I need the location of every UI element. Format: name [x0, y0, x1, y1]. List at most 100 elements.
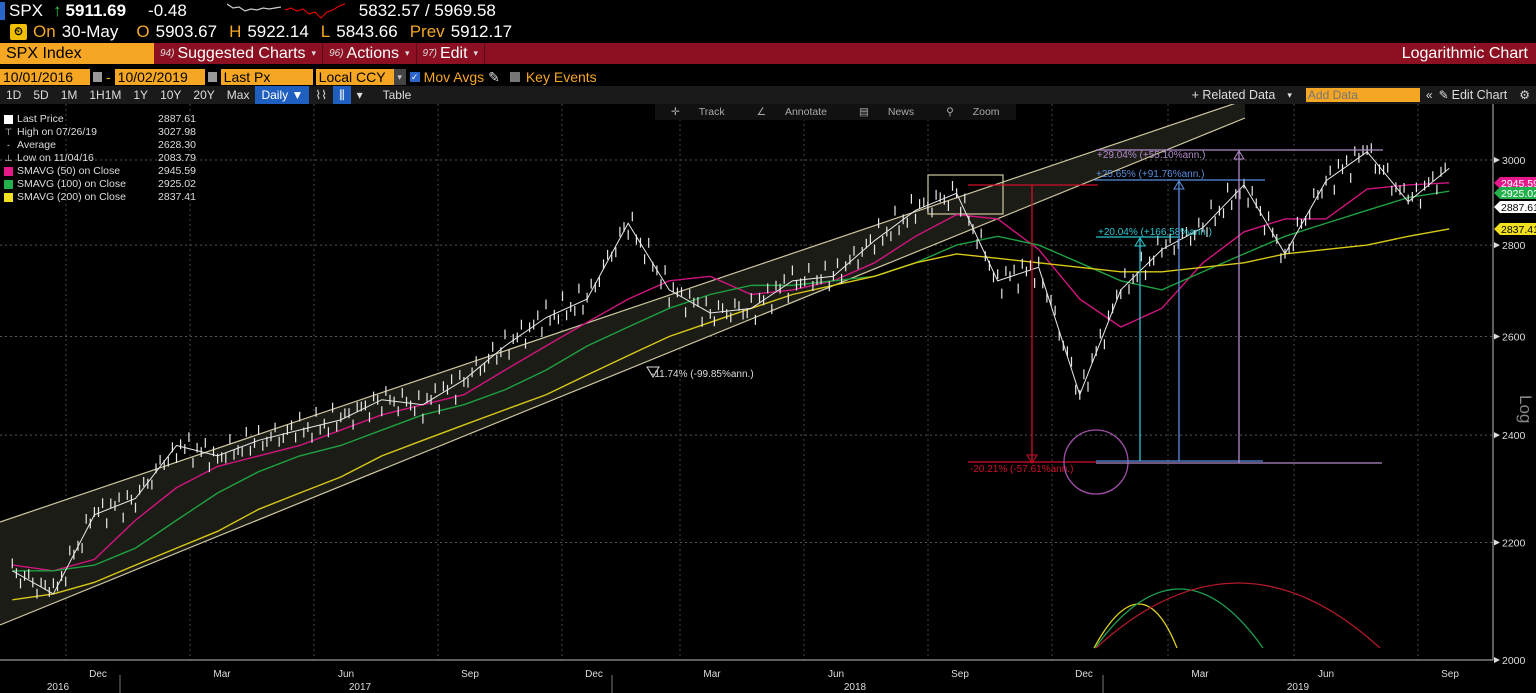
chart-toolbar: ✛ Track ∠ Annotate ▤ News ⚲ Zoom: [655, 104, 1016, 120]
highlight-rectangle: [927, 174, 1004, 215]
collapse-icon[interactable]: «: [1425, 88, 1433, 102]
mov-avgs-label[interactable]: Mov Avgs: [423, 69, 485, 85]
day-range: 5832.57 / 5969.58: [358, 0, 496, 20]
y-tick-label: 2600: [1502, 331, 1526, 343]
sma-line: [12, 190, 1450, 572]
table-button[interactable]: Table: [382, 88, 412, 102]
x-month-label: Mar: [703, 669, 721, 680]
open-label: O: [136, 21, 150, 41]
field-select[interactable]: Last Px: [220, 69, 313, 85]
annotation-rally-2: +25.65% (+91.76%ann.): [1096, 169, 1204, 180]
chart-legend: Last Price 2887.61 ⊤ High on 07/26/19 3027.…: [4, 113, 196, 204]
zoom-tool[interactable]: ⚲ Zoom: [930, 104, 1015, 120]
period-1y[interactable]: 1Y: [133, 88, 149, 102]
legend-sma100[interactable]: SMAVG (100) on Close 2925.02: [4, 178, 196, 191]
average-marker-icon: -: [7, 140, 10, 150]
pencil-icon: ✎: [1438, 88, 1449, 102]
x-month-label: Jun: [1318, 669, 1334, 680]
menu-edit[interactable]: 97) Edit ▾: [417, 43, 486, 64]
legend-name: Average: [17, 139, 56, 151]
period-1h1m[interactable]: 1H1M: [89, 88, 122, 102]
x-year-label: 2018: [844, 682, 867, 693]
start-date-input[interactable]: 10/01/2016: [0, 69, 90, 85]
calendar-icon[interactable]: [93, 72, 102, 82]
bar-chart-icon[interactable]: ⫼: [333, 86, 351, 104]
menu-label: Actions: [346, 44, 399, 62]
menu-number: 94): [160, 48, 175, 59]
menu-suggested-charts[interactable]: 94) Suggested Charts ▾: [154, 43, 324, 64]
period-1d[interactable]: 1D: [6, 88, 22, 102]
period-20y[interactable]: 20Y: [193, 88, 215, 102]
frequency-dropdown[interactable]: Daily ▼: [255, 86, 310, 104]
y-tick-label: 2800: [1502, 240, 1526, 252]
high-marker-icon: ⊤: [4, 127, 13, 137]
news-icon: ▤: [858, 106, 872, 118]
price-line: [12, 151, 1450, 595]
x-month-label: Dec: [89, 669, 107, 680]
ticker-symbol: SPX: [9, 0, 44, 20]
x-month-label: Dec: [1075, 669, 1093, 680]
line-chart-icon[interactable]: ⌇⌇: [315, 88, 328, 102]
x-month-label: Mar: [213, 669, 231, 680]
ticker-bar: SPX ↑ 5911.69 -0.48 5832.57 / 5969.58: [0, 0, 1536, 21]
legend-average: - Average 2628.30: [4, 139, 196, 152]
menu-number: 97): [422, 48, 437, 59]
sparkline-icon: [226, 2, 345, 19]
price-chart[interactable]: -20.21% (-57.61%ann.) +20.04% (+166.58%a…: [0, 104, 1536, 693]
tool-label: Annotate: [784, 106, 827, 118]
menu-actions[interactable]: 96) Actions ▾: [323, 43, 417, 64]
annotate-tool[interactable]: ∠ Annotate: [741, 104, 843, 120]
settings-bar: 10/01/2016 - 10/02/2019 Last Px Local CC…: [0, 68, 1536, 86]
legend-high: ⊤ High on 07/26/19 3027.98: [4, 126, 196, 139]
date-label: On: [33, 21, 56, 41]
period-10y[interactable]: 10Y: [160, 88, 182, 102]
related-data-button[interactable]: + Related Data: [1191, 88, 1276, 102]
caret-down-icon[interactable]: ▾: [356, 88, 363, 102]
x-month-label: Jun: [828, 669, 844, 680]
yellow-swatch-icon: [4, 193, 13, 202]
calendar-icon[interactable]: [207, 72, 217, 82]
x-month-label: Dec: [585, 669, 603, 680]
pencil-icon[interactable]: ✎: [488, 68, 500, 85]
period-1m[interactable]: 1M: [60, 88, 78, 102]
legend-sma200[interactable]: SMAVG (200) on Close 2837.41: [4, 191, 196, 204]
chart-type-title: Logarithmic Chart: [1401, 44, 1528, 62]
legend-name: SMAVG (50) on Close: [17, 165, 121, 177]
end-date-input[interactable]: 10/02/2019: [114, 69, 205, 85]
gauge-icon[interactable]: ⏲: [10, 23, 27, 40]
caret-down-icon[interactable]: ▾: [393, 69, 406, 85]
legend-last-price[interactable]: Last Price 2887.61: [4, 113, 196, 126]
y-tick-label: 2400: [1502, 430, 1526, 442]
menu-number: 96): [329, 48, 344, 59]
period-5d[interactable]: 5D: [33, 88, 49, 102]
period-max[interactable]: Max: [226, 88, 250, 102]
gear-icon[interactable]: ⚙: [1519, 88, 1530, 102]
mov-avgs-checkbox[interactable]: ✓: [409, 72, 420, 82]
caret-down-icon: ▾: [311, 48, 317, 58]
currency-select[interactable]: Local CCY: [315, 69, 394, 85]
add-data-input[interactable]: [1305, 88, 1420, 102]
legend-value: 3027.98: [158, 126, 196, 138]
legend-sma50[interactable]: SMAVG (50) on Close 2945.59: [4, 165, 196, 178]
legend-value: 2083.79: [158, 152, 196, 164]
annotation-correction: -11.74% (-99.85%ann.): [651, 369, 754, 380]
annotation-drawdown: -20.21% (-57.61%ann.): [970, 464, 1073, 475]
news-tool[interactable]: ▤ News: [843, 104, 930, 120]
price-tag: 2925.02: [1501, 188, 1536, 200]
security-marker: [0, 1, 5, 20]
key-events-checkbox[interactable]: [509, 72, 520, 82]
low-marker-icon: ⊥: [4, 153, 13, 163]
net-change: -0.48: [148, 0, 187, 20]
security-input[interactable]: SPX Index: [0, 43, 154, 64]
edit-chart-button[interactable]: Edit Chart: [1451, 88, 1508, 102]
caret-down-icon: ▾: [1287, 89, 1292, 100]
sma-line: [12, 182, 1450, 572]
magenta-swatch-icon: [4, 167, 13, 176]
y-tick-label: 2000: [1502, 655, 1526, 667]
date-separator: -: [106, 69, 111, 85]
track-tool[interactable]: ✛ Track: [655, 104, 741, 120]
key-events-label[interactable]: Key Events: [525, 69, 597, 85]
legend-name: SMAVG (200) on Close: [17, 191, 126, 203]
up-arrow-icon: ↑: [53, 0, 62, 20]
